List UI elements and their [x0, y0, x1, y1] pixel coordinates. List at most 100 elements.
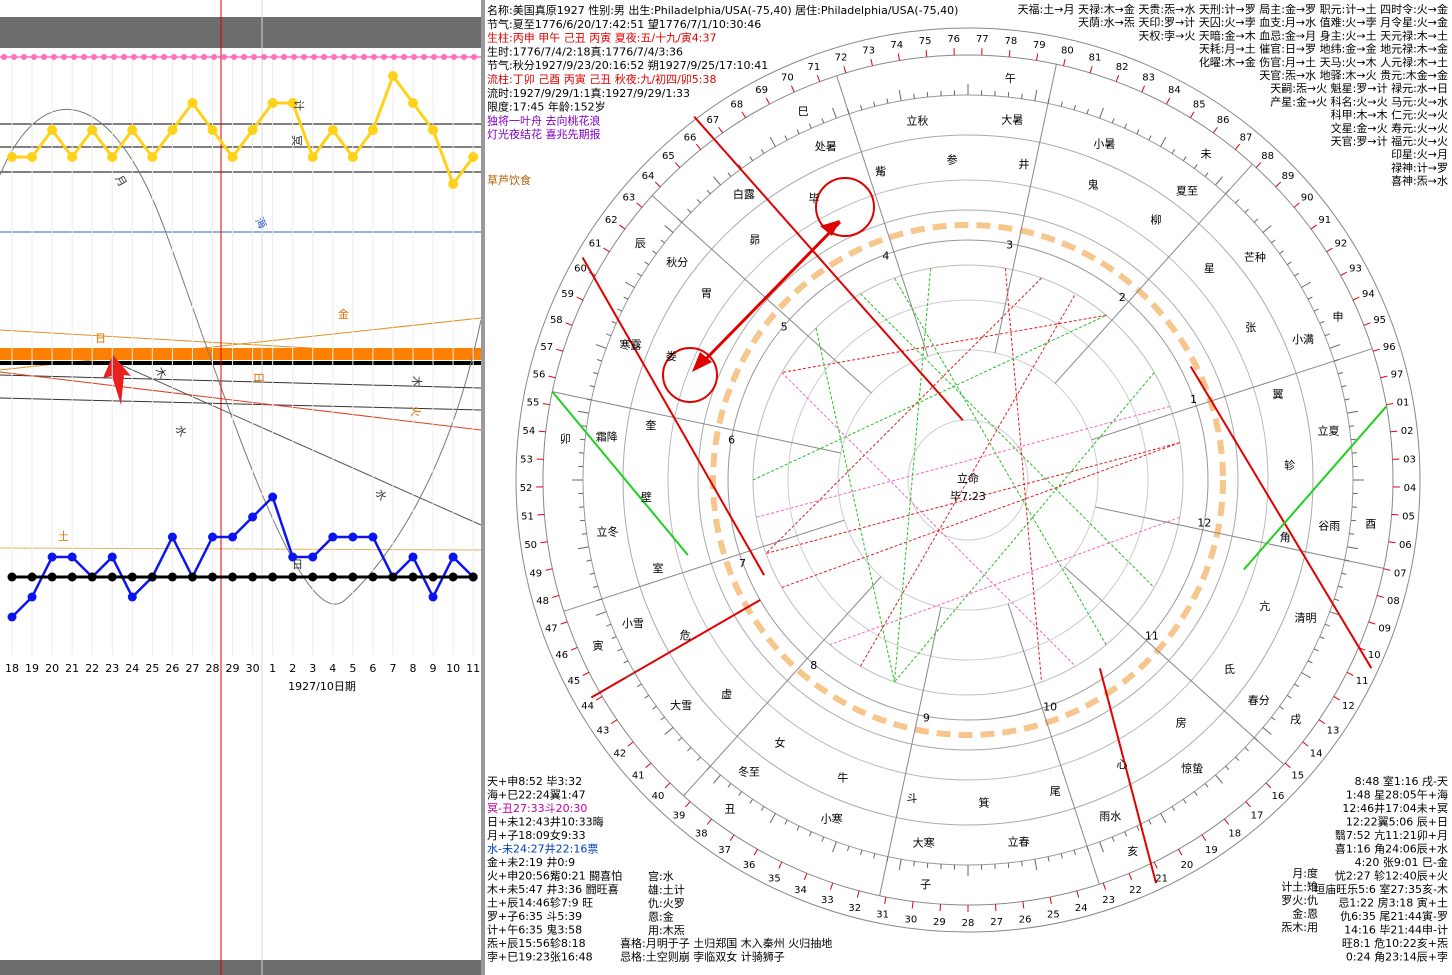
degree-label: 24: [1075, 903, 1088, 914]
degree-tick: [718, 126, 724, 134]
degree-tick: [1063, 58, 1066, 66]
ring: [727, 239, 1209, 721]
minor-tick: [1034, 859, 1038, 871]
degree-label: 07: [1394, 568, 1407, 579]
minor-tick: [687, 747, 692, 752]
mansion-label: 室: [653, 561, 664, 575]
pink-dot: [51, 54, 57, 60]
degree-tick: [1376, 595, 1384, 598]
degree-label: 70: [781, 73, 794, 84]
degree-label: 86: [1217, 115, 1230, 126]
minor-tick: [586, 559, 592, 562]
minor-tick: [706, 765, 711, 771]
x-tick-label: 26: [165, 662, 179, 675]
minor-tick: [1262, 225, 1272, 233]
degree-tick: [856, 890, 860, 898]
x-tick-label: 25: [145, 662, 159, 675]
x-tick-label: 23: [105, 662, 119, 675]
degree-tick: [706, 818, 712, 825]
radial-line: [879, 607, 942, 896]
branch-label: 丑: [724, 803, 735, 816]
pink-dot: [101, 54, 107, 60]
minor-tick: [1182, 156, 1187, 162]
degree-label: 56: [533, 370, 546, 381]
degree-label: 85: [1193, 99, 1206, 110]
degree-tick: [1128, 873, 1133, 880]
solar-term: 秋分: [666, 255, 688, 269]
mansion-label: 房: [1176, 716, 1187, 729]
series-point: [47, 572, 57, 582]
degree-label: 15: [1291, 770, 1304, 781]
degree-tick: [603, 247, 610, 253]
degree-tick: [538, 430, 546, 433]
degree-tick: [843, 66, 847, 74]
series-point: [328, 572, 338, 582]
position-line: 1:48 星28:05午+海: [1346, 788, 1448, 802]
degree-tick: [1212, 126, 1218, 134]
planet-label: 土: [58, 530, 69, 543]
relation-line: 天官:炁→水 地驿:木→火 贵元:木金→金: [1259, 68, 1448, 82]
minor-tick: [1324, 333, 1330, 337]
degree-label: 57: [540, 342, 553, 353]
planet-label: 日: [252, 372, 265, 383]
house-number: 11: [1145, 629, 1159, 642]
series-point: [87, 572, 97, 582]
ring: [515, 27, 1421, 933]
radial-line: [1007, 603, 1100, 885]
ring: [787, 299, 1149, 661]
info-line: 生时:1776/7/4/2:18真:1776/7/4/3:36: [487, 44, 683, 58]
planet-line: 土+辰14:46轸7:9 旺: [487, 896, 593, 910]
minor-tick: [898, 89, 902, 101]
minor-tick: [913, 861, 915, 867]
degree-tick: [753, 848, 758, 856]
degree-tick: [1224, 818, 1230, 825]
series-point: [67, 552, 77, 562]
planet-line: 冥-丑27:33斗20:30: [487, 802, 587, 815]
solar-term: 小雪: [622, 617, 644, 630]
x-tick-label: 22: [85, 662, 99, 675]
degree-label: 08: [1387, 596, 1400, 607]
degree-tick: [1326, 247, 1333, 253]
degree-tick: [870, 58, 873, 66]
pink-dot: [221, 54, 227, 60]
x-tick-label: 29: [226, 662, 240, 675]
degree-tick: [911, 901, 914, 909]
degree-tick: [695, 143, 702, 150]
degree-tick: [545, 568, 553, 571]
pink-dot: [261, 54, 267, 60]
minor-tick: [636, 272, 642, 277]
degree-label: 94: [1362, 289, 1375, 300]
red-pointer: [581, 257, 765, 576]
red-highlight: [815, 177, 875, 237]
minor-tick: [1148, 135, 1152, 141]
branch-label: 未: [1201, 147, 1212, 160]
x-tick-label: 24: [125, 662, 139, 675]
degree-label: 04: [1404, 483, 1417, 494]
info-line: 流时:1927/9/29/1:1真:1927/9/29/1:33: [487, 86, 690, 100]
series-point: [308, 572, 318, 582]
branch-label: 寅: [593, 639, 604, 653]
degree-tick: [1346, 671, 1354, 676]
series-point: [268, 492, 278, 502]
red-pointer: [1189, 365, 1373, 669]
pink-dot: [31, 54, 37, 60]
position-line: 12:46井17:04未+冥: [1342, 801, 1448, 815]
mansion-label: 亢: [1259, 599, 1270, 613]
planet-line: 月+子18:09女9:33: [487, 828, 586, 842]
pink-dot: [381, 54, 387, 60]
degree-tick: [1255, 162, 1262, 168]
degree-tick: [1380, 375, 1388, 379]
minor-tick: [769, 136, 776, 147]
minor-tick: [595, 344, 607, 349]
series-point: [187, 572, 197, 582]
series-point: [87, 125, 98, 135]
degree-tick: [1201, 834, 1207, 841]
degree-label: 53: [520, 455, 533, 466]
red-highlight: [662, 347, 718, 403]
minor-tick: [886, 856, 889, 862]
pink-dot: [391, 54, 397, 60]
degree-tick: [1265, 782, 1272, 789]
degree-tick: [1391, 513, 1399, 516]
minor-tick: [913, 93, 915, 99]
aspect-line: [781, 372, 1076, 667]
